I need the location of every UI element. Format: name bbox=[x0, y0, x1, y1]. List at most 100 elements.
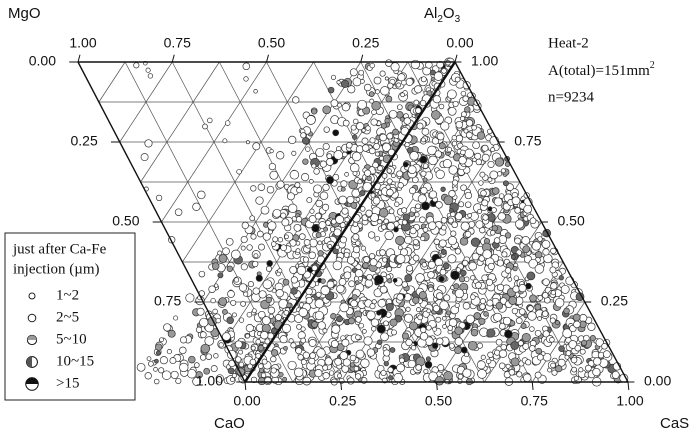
inclusion bbox=[579, 348, 586, 355]
inclusion bbox=[549, 317, 556, 324]
inclusion bbox=[409, 151, 419, 161]
inclusion bbox=[302, 351, 310, 359]
inclusion bbox=[313, 184, 323, 194]
inclusion bbox=[487, 262, 495, 270]
inclusion bbox=[481, 274, 489, 282]
inclusion bbox=[482, 214, 489, 221]
inclusion bbox=[338, 377, 345, 384]
inclusion bbox=[385, 302, 394, 312]
inclusion bbox=[309, 352, 317, 359]
inclusion bbox=[436, 60, 444, 69]
inclusion bbox=[258, 363, 264, 369]
inclusion bbox=[409, 187, 417, 195]
inclusion bbox=[262, 232, 271, 241]
inclusion bbox=[217, 272, 224, 279]
legend-label: >15 bbox=[56, 375, 79, 391]
inclusion bbox=[199, 331, 207, 339]
inclusion bbox=[208, 285, 216, 293]
inclusion bbox=[376, 339, 383, 345]
inclusion bbox=[376, 310, 382, 316]
inclusion bbox=[462, 302, 471, 310]
legend-symbol bbox=[25, 377, 39, 384]
inclusion bbox=[523, 204, 533, 214]
inclusion bbox=[410, 345, 417, 351]
inclusion bbox=[322, 105, 332, 115]
inclusion bbox=[602, 350, 611, 358]
tick-label: 0.00 bbox=[29, 53, 56, 69]
inclusion bbox=[425, 324, 432, 331]
inclusion bbox=[406, 147, 414, 154]
inclusion bbox=[319, 160, 327, 168]
inclusion bbox=[361, 144, 370, 152]
inclusion bbox=[268, 313, 274, 319]
inclusion bbox=[308, 215, 317, 224]
inclusion bbox=[409, 211, 415, 217]
inclusion bbox=[420, 76, 427, 83]
inclusion bbox=[534, 371, 542, 379]
inclusion bbox=[340, 180, 348, 188]
inclusion bbox=[371, 109, 377, 115]
inclusion bbox=[203, 367, 211, 375]
inclusion bbox=[258, 367, 265, 373]
inclusion bbox=[521, 332, 531, 343]
inclusion bbox=[371, 326, 377, 332]
inclusion bbox=[495, 302, 504, 310]
inclusion bbox=[403, 161, 409, 168]
inclusion bbox=[344, 172, 349, 177]
inclusion bbox=[542, 330, 550, 338]
inclusion bbox=[504, 232, 512, 239]
inclusion bbox=[290, 342, 297, 349]
inclusion bbox=[510, 254, 516, 260]
inclusion bbox=[465, 131, 473, 139]
inclusion bbox=[255, 196, 264, 205]
inclusion bbox=[382, 257, 388, 263]
inclusion bbox=[253, 89, 258, 94]
tick-label: 0.50 bbox=[425, 393, 452, 409]
inclusion bbox=[386, 222, 395, 231]
inclusion bbox=[355, 240, 361, 246]
inclusion bbox=[193, 362, 200, 368]
inclusion bbox=[229, 377, 235, 382]
inclusion bbox=[252, 260, 259, 268]
inclusion bbox=[266, 185, 275, 194]
inclusion bbox=[192, 202, 201, 211]
inclusion bbox=[373, 142, 381, 150]
inclusion bbox=[478, 180, 484, 186]
tick bbox=[340, 381, 343, 391]
inclusion bbox=[427, 260, 436, 269]
inclusion bbox=[442, 324, 447, 329]
inclusion bbox=[504, 267, 512, 274]
inclusion bbox=[365, 209, 373, 217]
inclusion bbox=[501, 251, 508, 258]
inclusion bbox=[500, 343, 507, 351]
inclusion bbox=[301, 173, 310, 182]
inclusion bbox=[401, 281, 408, 288]
inclusion bbox=[302, 158, 309, 165]
inclusion bbox=[401, 332, 409, 340]
inclusion bbox=[522, 342, 530, 350]
inclusion bbox=[404, 274, 413, 283]
inclusion bbox=[438, 103, 445, 110]
tick-label: 1.00 bbox=[616, 393, 643, 409]
inclusion bbox=[388, 208, 395, 215]
legend-symbol bbox=[27, 335, 37, 340]
inclusion bbox=[211, 262, 220, 270]
inclusion bbox=[319, 191, 329, 201]
inclusion bbox=[265, 296, 272, 304]
inclusion bbox=[464, 148, 474, 159]
inclusion bbox=[372, 196, 381, 205]
inclusion bbox=[240, 235, 248, 244]
inclusion bbox=[283, 310, 290, 316]
inclusion bbox=[442, 159, 452, 169]
inclusion bbox=[290, 287, 298, 295]
inclusion bbox=[240, 263, 248, 271]
inclusion bbox=[394, 201, 400, 207]
inclusion bbox=[343, 271, 352, 280]
inclusion bbox=[395, 235, 405, 246]
tick-label: 1.00 bbox=[471, 53, 498, 69]
inclusion bbox=[440, 217, 448, 224]
inclusion bbox=[300, 337, 307, 344]
inclusion bbox=[371, 101, 381, 111]
inclusion bbox=[409, 321, 418, 331]
inclusion bbox=[270, 327, 277, 334]
